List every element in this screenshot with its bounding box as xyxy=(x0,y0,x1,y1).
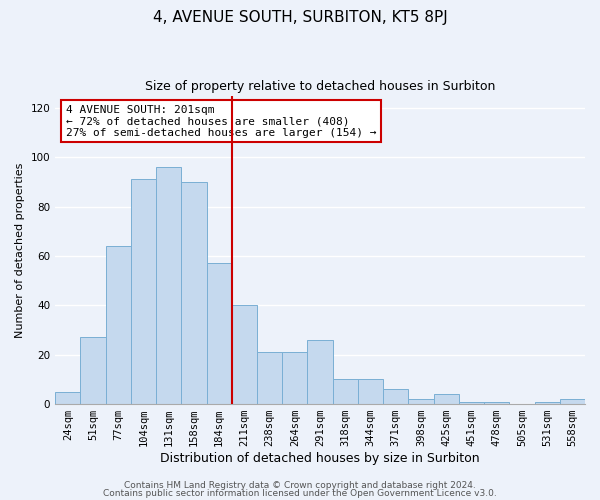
Title: Size of property relative to detached houses in Surbiton: Size of property relative to detached ho… xyxy=(145,80,495,93)
Bar xyxy=(131,180,156,404)
Bar xyxy=(232,306,257,404)
X-axis label: Distribution of detached houses by size in Surbiton: Distribution of detached houses by size … xyxy=(160,452,480,465)
Bar xyxy=(459,402,484,404)
Bar xyxy=(383,390,409,404)
Bar xyxy=(257,352,282,404)
Bar xyxy=(181,182,206,404)
Bar xyxy=(206,264,232,404)
Bar xyxy=(156,167,181,404)
Bar xyxy=(560,399,585,404)
Bar xyxy=(434,394,459,404)
Bar xyxy=(409,399,434,404)
Text: 4 AVENUE SOUTH: 201sqm
← 72% of detached houses are smaller (408)
27% of semi-de: 4 AVENUE SOUTH: 201sqm ← 72% of detached… xyxy=(66,105,376,138)
Bar xyxy=(80,338,106,404)
Bar xyxy=(484,402,509,404)
Bar xyxy=(332,380,358,404)
Bar xyxy=(106,246,131,404)
Y-axis label: Number of detached properties: Number of detached properties xyxy=(15,162,25,338)
Bar xyxy=(535,402,560,404)
Text: Contains HM Land Registry data © Crown copyright and database right 2024.: Contains HM Land Registry data © Crown c… xyxy=(124,481,476,490)
Bar xyxy=(55,392,80,404)
Bar xyxy=(307,340,332,404)
Bar xyxy=(358,380,383,404)
Text: 4, AVENUE SOUTH, SURBITON, KT5 8PJ: 4, AVENUE SOUTH, SURBITON, KT5 8PJ xyxy=(152,10,448,25)
Bar xyxy=(282,352,307,404)
Text: Contains public sector information licensed under the Open Government Licence v3: Contains public sector information licen… xyxy=(103,488,497,498)
